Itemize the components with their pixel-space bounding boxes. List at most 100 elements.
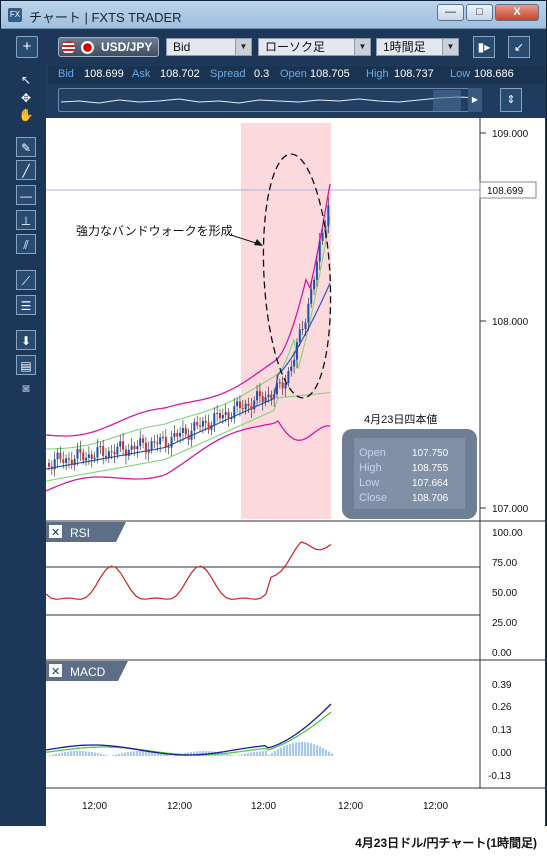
chart-type-select[interactable]: ローソク足 ▼ [258,38,371,56]
histogram-bar [73,751,76,756]
candle-body [253,400,256,410]
candle-body [247,403,250,406]
macd-close-button[interactable] [49,664,62,677]
candle-body [162,436,164,438]
chevron-down-icon: ▼ [354,39,370,55]
y-tick-label: 109.000 [492,129,529,140]
currency-pair-button[interactable]: USD/JPY [58,37,159,57]
horizontal-line-icon[interactable]: — [16,185,36,205]
high-label: High [366,68,389,80]
histogram-bar [253,752,256,756]
y-tick-label: 108.000 [492,317,529,328]
candle-body [230,418,233,420]
candle-body [324,226,327,233]
navigator-strip[interactable] [58,88,482,112]
chart-type-value: ローソク足 [265,40,326,54]
macd-y-axis: 0.39 0.26 0.13 0.00 -0.13 [488,680,512,782]
candle-body [284,382,287,389]
list-icon[interactable]: ▤ [16,355,36,375]
candle-body [321,232,324,241]
undock-icon[interactable]: ↙ [508,36,530,58]
histogram-bar [289,743,292,756]
navigator-zoom-icon[interactable]: ⇕ [500,88,522,112]
histogram-bar [331,753,334,756]
histogram-bar [256,751,259,756]
histogram-bar [118,753,121,756]
fibonacci-icon[interactable]: ☰ [16,295,36,315]
histogram-bar [298,742,301,756]
y-tick-label: 75.00 [492,558,517,569]
close-icon: ✕ [51,527,60,539]
close-button[interactable]: X [495,4,539,21]
crosshair-cursor-icon[interactable]: ✥ [20,91,32,105]
histogram-bar [106,755,109,756]
histogram-bar [328,751,331,756]
histogram-bar [280,747,283,756]
download-icon[interactable]: ⬇ [16,330,36,350]
candle-body [313,279,316,290]
candle-body [65,458,68,464]
candle-body [261,396,264,403]
histogram-bar [292,743,295,756]
trendline-icon[interactable]: ╱ [16,160,36,180]
histogram-bar [142,751,145,756]
camera-icon[interactable]: ◙ [22,381,30,395]
timeframe-select[interactable]: 1時間足 ▼ [376,38,459,56]
pen-icon[interactable]: ✎ [16,137,36,157]
histogram-bar [241,754,244,756]
candle-body [147,449,150,453]
candle-body [244,403,247,410]
candle-body [281,382,284,389]
price-type-select[interactable]: Bid ▼ [166,38,252,56]
candle-body [59,452,62,460]
candle-body [221,414,224,419]
candle-body [139,438,142,447]
title-bar: FX チャート | FXTS TRADER — □ X [1,1,546,29]
candle-body [227,412,230,419]
candle-body [48,463,50,467]
histogram-bar [88,751,91,756]
channel-icon[interactable]: ⫽ [16,234,36,254]
y-tick-label: 0.00 [492,648,512,659]
candle-body [213,413,216,425]
candle-body [318,240,321,262]
scroll-end-icon[interactable]: ▮▸ [473,36,495,58]
annotation-ellipse [262,153,332,399]
rsi-close-button[interactable] [49,525,62,538]
y-tick-label: 0.26 [492,702,512,713]
hand-icon[interactable]: ✋ [18,108,34,122]
candle-body [113,452,116,455]
histogram-bar [154,752,157,756]
chart-area[interactable]: 強力なバンドウォークを形成 108.699 109.000 108.000 10… [46,118,545,826]
price-type-value: Bid [173,40,191,54]
add-chart-button[interactable]: + [16,36,38,58]
candle-body [156,442,159,445]
candle-body [76,448,79,459]
macd-panel: ✕ MACD 0.39 0.26 0.13 0.00 -0.13 [46,661,512,782]
ohlc-label: Low [359,477,379,489]
histogram-bar [70,751,73,756]
candle-body [127,449,130,457]
ohlc-value: 108.755 [412,463,449,474]
candle-body [105,455,107,458]
minimize-button[interactable]: — [437,4,464,21]
candle-body [301,329,304,331]
fan-icon[interactable]: ⟋ [16,270,36,290]
close-icon: ✕ [51,666,60,678]
candle-body [124,449,127,457]
histogram-bar [190,752,193,756]
navigator-scroll-right-icon[interactable]: ▶ [468,88,482,112]
lower-band-2 [46,420,331,492]
cursor-icon[interactable]: ↖ [20,73,32,87]
vertical-line-icon[interactable]: ⊥ [16,210,36,230]
macd-title: MACD [70,665,106,679]
candle-body [264,397,267,403]
histogram-bar [151,751,154,756]
histogram-bar [304,742,307,756]
histogram-bar [103,754,106,756]
maximize-button[interactable]: □ [466,4,493,21]
histogram-bar [196,751,199,756]
ohlc-title: 4月23日四本値 [364,412,437,426]
candle-body [204,420,207,423]
candle-body [50,466,53,470]
